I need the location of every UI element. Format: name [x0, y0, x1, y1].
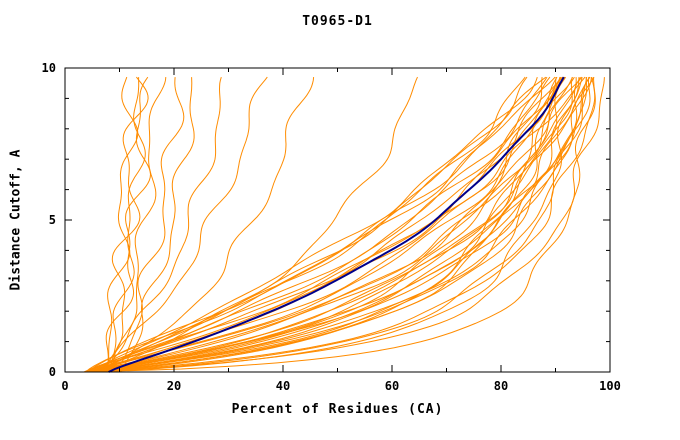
x-tick-label: 20 — [167, 379, 181, 393]
x-axis-label: Percent of Residues (CA) — [231, 402, 444, 417]
x-tick-label: 100 — [599, 379, 621, 393]
y-tick-label: 5 — [49, 213, 56, 227]
y-tick-label: 10 — [42, 61, 56, 75]
chart-title: T0965-D1 — [302, 14, 373, 29]
y-tick-label: 0 — [49, 365, 56, 379]
x-tick-label: 80 — [494, 379, 508, 393]
x-tick-label: 0 — [61, 379, 68, 393]
x-tick-label: 60 — [385, 379, 399, 393]
x-tick-label: 40 — [276, 379, 290, 393]
